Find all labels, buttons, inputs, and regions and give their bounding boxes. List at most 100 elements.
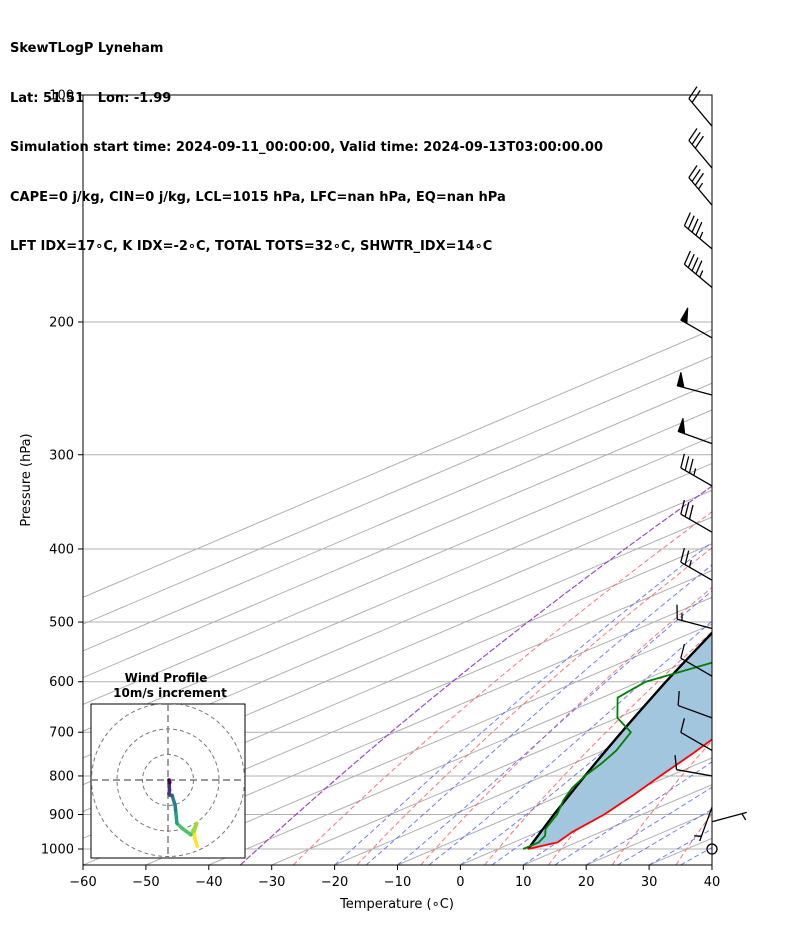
isotherm-gridline <box>83 409 712 679</box>
station-location: Lat: 51.51 Lon: -1.99 <box>10 90 172 106</box>
x-tick-label: 30 <box>641 875 658 890</box>
wind-barb <box>676 372 713 396</box>
wind-barb <box>674 755 713 777</box>
barb-full <box>677 690 680 706</box>
x-tick-label: −10 <box>384 875 411 890</box>
wind-barb <box>680 643 713 677</box>
hodograph-segment <box>189 821 199 837</box>
wind-barb <box>683 250 713 288</box>
simulation-times: Simulation start time: 2024-09-11_00:00:… <box>10 140 603 155</box>
isotherm-gridline <box>775 95 794 865</box>
chart-header: SkewTLogP Lyneham Lat: 51.51 Lon: -1.99 … <box>10 8 603 272</box>
hodograph-segment <box>170 793 177 808</box>
wind-barb <box>680 307 713 339</box>
barb-half <box>693 468 697 476</box>
moist-adiabat <box>428 620 712 865</box>
x-tick-label: −40 <box>195 875 222 890</box>
parcel-profile-line <box>527 631 712 850</box>
barb-pennant <box>677 418 686 435</box>
hodograph-segment <box>173 808 179 826</box>
wind-barb <box>680 453 713 487</box>
barb-full <box>691 257 699 272</box>
barb-full <box>688 86 698 99</box>
wind-barb <box>688 128 713 169</box>
profile-curves <box>522 631 712 850</box>
barb-full <box>695 221 703 236</box>
y-tick-label: 300 <box>49 448 74 463</box>
barb-shaft <box>680 657 713 677</box>
barb-full <box>683 250 691 265</box>
barb-full <box>691 218 699 233</box>
wind-barb <box>677 690 713 719</box>
barb-full <box>688 128 698 141</box>
axis-ticks: −60 −50 −40 −30 −20 −10 0 10 20 30 40 1000 900 800 700… <box>41 89 720 891</box>
x-axis-label: Temperature (∘C) <box>339 897 454 912</box>
barb-half <box>741 813 747 821</box>
x-tick-label: −60 <box>69 875 96 890</box>
hodograph-plot <box>91 704 245 858</box>
y-tick-label: 1000 <box>41 843 74 858</box>
hodograph-segment <box>167 778 172 785</box>
barb-half <box>694 835 702 837</box>
barb-shaft <box>688 98 713 127</box>
isotherm-gridline <box>334 703 712 865</box>
hodograph-segment <box>180 826 193 837</box>
y-tick-label: 100 <box>49 89 74 104</box>
wind-barb <box>683 212 713 250</box>
x-tick-label: −20 <box>321 875 348 890</box>
hodograph-title: Wind Profile <box>125 671 208 685</box>
barb-full <box>691 131 701 145</box>
barb-half <box>699 231 704 239</box>
isotherm-gridline <box>711 864 712 865</box>
cape-cin-shading <box>528 633 712 849</box>
isotherm-gridline <box>83 543 712 813</box>
wind-barb <box>680 499 713 533</box>
wind-barb <box>694 806 713 842</box>
y-tick-label: 500 <box>49 616 74 631</box>
wind-barb <box>680 718 713 751</box>
barb-pennant <box>676 372 685 389</box>
isotherm-gridline <box>208 650 712 865</box>
isotherm-gridline <box>145 623 712 865</box>
isotherm-gridline <box>83 329 712 598</box>
barb-full <box>694 135 704 149</box>
y-tick-label: 700 <box>49 726 74 741</box>
wind-barb <box>711 811 747 823</box>
y-tick-label: 800 <box>49 769 74 784</box>
x-tick-label: −30 <box>258 875 285 890</box>
barb-half <box>697 182 704 190</box>
barb-full <box>680 453 685 469</box>
cin-area <box>528 633 712 849</box>
moist-adiabat <box>554 761 712 865</box>
wind-barb <box>677 418 713 445</box>
wind-barbs <box>674 86 747 855</box>
barb-shaft <box>680 467 713 487</box>
y-tick-label: 200 <box>49 315 74 330</box>
barb-full <box>674 755 678 770</box>
barb-shaft <box>680 513 713 533</box>
dewpoint-line <box>522 661 712 850</box>
barb-full <box>684 456 690 471</box>
isotherm-gridline <box>397 730 712 865</box>
dry-adiabat <box>292 511 712 865</box>
wind-barb <box>676 604 713 630</box>
barb-full <box>688 165 698 178</box>
barb-shaft <box>688 177 713 206</box>
isotherm-gridline <box>83 436 712 705</box>
barb-full <box>691 169 701 182</box>
barb-shaft <box>680 731 713 751</box>
barb-full <box>688 458 694 474</box>
barb-shaft <box>677 618 713 630</box>
y-tick-label: 400 <box>49 542 74 557</box>
x-tick-label: 20 <box>578 875 595 890</box>
y-tick-label: 900 <box>49 808 74 823</box>
barb-full <box>680 499 685 515</box>
y-tick-label: 600 <box>49 675 74 690</box>
barb-half <box>699 270 704 278</box>
wind-barb <box>688 86 713 127</box>
barb-shaft <box>680 561 713 581</box>
barb-full <box>687 215 695 230</box>
chart-title: SkewTLogP Lyneham <box>10 41 164 56</box>
stability-indices-2: LFT IDX=17∘C, K IDX=-2∘C, TOTAL TOTS=32∘… <box>10 239 493 254</box>
x-tick-label: −50 <box>132 875 159 890</box>
